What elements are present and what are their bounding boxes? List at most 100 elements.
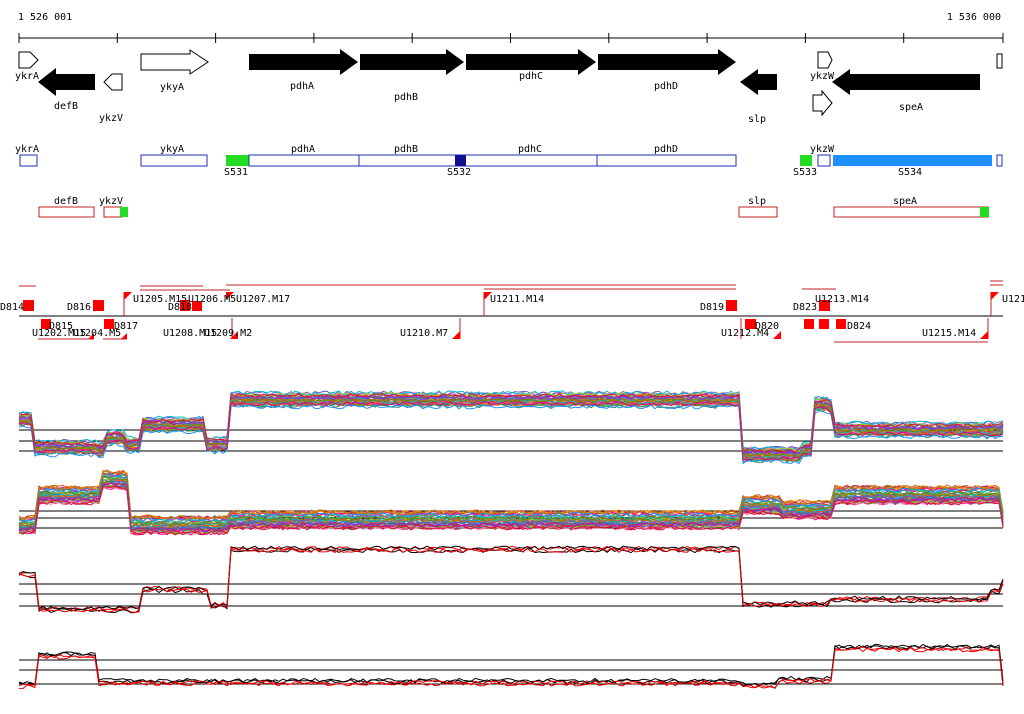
gene-label-slp: slp (748, 114, 766, 125)
seg-label-speA: speA (893, 196, 917, 207)
seg-label-S532: S532 (447, 167, 471, 178)
ruler-ticks (18, 33, 1004, 43)
marker-U1210: U1210.M7 (400, 328, 448, 339)
marker-U1208: U1208.M15 (163, 328, 217, 339)
seg-defB (38, 206, 95, 218)
end-coordinate: 1 536 000 (946, 12, 1001, 23)
seg-S531 (226, 155, 249, 166)
marker-D814: D814 (0, 302, 24, 313)
signal-line-track-1 (18, 404, 1004, 465)
seg-label-pdhA: pdhA (291, 144, 315, 155)
marker-D824: D824 (847, 321, 871, 332)
seg-S533 (800, 155, 812, 166)
expression-tracks (18, 390, 1004, 690)
signal-line-track-1 (18, 394, 1004, 455)
signal-line-track-1 (18, 398, 1004, 458)
seg-ykyA (140, 154, 208, 167)
signal-line-track-4 (18, 644, 1004, 687)
signal-line-track-2 (18, 469, 1004, 520)
marker-U1213: U1213.M14 (815, 294, 869, 305)
seg-speA-green (980, 207, 989, 217)
signal-line-track-1 (18, 401, 1004, 461)
gene-pdhD-arrow (598, 49, 736, 75)
signal-line-track-4 (18, 643, 1004, 686)
seg-label-ykzV: ykzV (99, 196, 123, 207)
seg-ykzV-green (120, 207, 128, 217)
signal-line-track-2 (18, 485, 1004, 536)
seg-ykzW (817, 154, 831, 167)
gene-labels: ykrA defB ykzV ykyA pdhA pdhB pdhC pdhD … (15, 71, 923, 125)
gene-defB-arrow (38, 68, 95, 96)
signal-line-track-2 (18, 476, 1004, 526)
seg-label-ykzW: ykzW (810, 144, 835, 155)
marker-D820: D820 (755, 321, 779, 332)
gene-label-pdhA: pdhA (290, 81, 314, 92)
seg-edge (996, 154, 1003, 167)
start-coordinate: 1 526 001 (18, 12, 73, 23)
gene-speA-arrow (832, 69, 980, 95)
signal-line-track-2 (18, 485, 1004, 536)
segment-track-reverse: defB ykzV slp speA (38, 196, 989, 218)
marker-U1212: U1212.M4 (721, 328, 769, 339)
seg-label-pdhC: pdhC (518, 144, 542, 155)
marker-track: D814 D815 D816 D817 D818 D819 D820 D823 … (0, 280, 1024, 343)
gene-label-speA: speA (899, 102, 923, 113)
marker-D823: D823 (793, 302, 817, 313)
gene-ykyA-arrow (140, 49, 209, 75)
marker-U1206: U1206.M5 (188, 294, 236, 305)
gene-pdhA-arrow (249, 49, 358, 75)
marker-D817: D817 (114, 321, 138, 332)
gene-label-ykrA: ykrA (15, 71, 39, 82)
seg-label-pdhB: pdhB (394, 144, 418, 155)
gene-label-pdhD: pdhD (654, 81, 678, 92)
gene-ykzV-arrow (103, 73, 123, 91)
gene-pdhB-arrow (360, 49, 464, 75)
signal-line-track-4 (18, 646, 1004, 689)
marker-U1209: U1209.M2 (204, 328, 252, 339)
gene-label-ykyA: ykyA (160, 82, 184, 93)
marker-U1205: U1205.M15 (133, 294, 187, 305)
gene-pdhC-arrow (466, 49, 596, 75)
signal-line-track-3 (18, 547, 1004, 613)
signal-line-track-4 (18, 647, 1004, 690)
gene-label-defB: defB (54, 101, 78, 112)
seg-label-defB: defB (54, 196, 78, 207)
marker-U1211: U1211.M14 (490, 294, 544, 305)
marker-D819: D819 (700, 302, 724, 313)
signal-line-track-3 (18, 545, 1004, 611)
marker-U121: U121 (1002, 294, 1024, 305)
marker-D816: D816 (67, 302, 91, 313)
gene-ykzW-arrow (817, 51, 833, 69)
gene-label-pdhB: pdhB (394, 92, 418, 103)
seg-S534 (833, 155, 992, 166)
seg-slp (738, 206, 778, 218)
seg-pdh-operon (248, 154, 737, 167)
signal-line-track-1 (18, 390, 1004, 450)
gene-ykzW2-arrow (812, 89, 833, 117)
marker-U1204: U1204.M5 (73, 328, 121, 339)
seg-label-ykrA: ykrA (15, 144, 39, 155)
signal-line-track-2 (18, 471, 1004, 520)
signal-line-track-2 (18, 482, 1004, 533)
gene-slp-arrow (740, 69, 777, 95)
gene-label-ykzV: ykzV (99, 113, 123, 124)
signal-line-track-1 (18, 393, 1004, 453)
seg-label-pdhD: pdhD (654, 144, 678, 155)
seg-label-slp: slp (748, 196, 766, 207)
marker-D815: D815 (49, 321, 73, 332)
seg-label-S534: S534 (898, 167, 922, 178)
seg-ykrA (19, 154, 38, 167)
gene-label-pdhC: pdhC (519, 71, 543, 82)
gene-ykrA-arrow (18, 51, 39, 69)
gene-label-ykzW: ykzW (810, 71, 835, 82)
gene-arrows (18, 49, 1003, 117)
gene-edge-box (996, 53, 1003, 69)
seg-label-ykyA: ykyA (160, 144, 184, 155)
segment-track-forward: ykrA ykyA pdhA pdhB pdhC pdhD ykzW S531 … (15, 144, 1003, 178)
seg-ykzV (103, 206, 123, 218)
seg-S532 (455, 155, 466, 166)
marker-U1202: U1202.M15 (32, 328, 86, 339)
signal-line-track-3 (18, 548, 1004, 614)
marker-D818: D818 (168, 302, 192, 313)
